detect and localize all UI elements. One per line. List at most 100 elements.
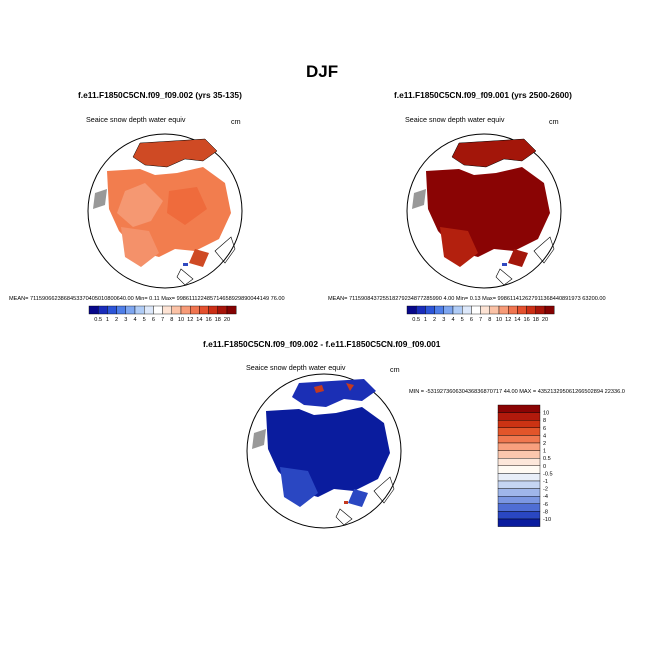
left-colorbar-label: 18 <box>215 317 221 323</box>
left-colorbar-swatch <box>144 305 154 315</box>
diff-colorbar-swatch <box>497 442 541 451</box>
left-colorbar-swatch <box>171 305 182 315</box>
right-colorbar-label: 2 <box>433 317 436 323</box>
right-colorbar-swatch <box>526 305 536 315</box>
right-variable-label: Seaice snow depth water equiv <box>405 115 505 124</box>
diff-colorbar-label: -2 <box>543 487 548 493</box>
diff-colorbar: 108 64 2 10.5 0-0.5 -1 -2-4 -6-8 -10 <box>497 404 553 527</box>
right-colorbar-label: 7 <box>479 317 482 323</box>
diff-colorbar-swatch <box>497 465 541 474</box>
left-colorbar-swatch <box>180 305 191 315</box>
diff-colorbar-swatch <box>497 427 541 436</box>
right-colorbar-label: 14 <box>514 317 520 323</box>
diff-colorbar-swatch <box>497 419 541 428</box>
diff-colorbar-label: -1 <box>543 479 548 485</box>
diff-colorbar-label: 1 <box>543 449 546 455</box>
diff-colorbar-swatch <box>497 518 541 527</box>
right-colorbar-label: 6 <box>470 317 473 323</box>
diff-polar-map <box>246 373 402 529</box>
right-colorbar-label: 4 <box>451 317 454 323</box>
right-colorbar-label: 5 <box>461 317 464 323</box>
right-colorbar-swatch <box>489 305 500 315</box>
diff-colorbar-swatch <box>497 458 541 467</box>
left-colorbar-label: 12 <box>187 317 193 323</box>
left-colorbar-swatch <box>217 305 228 315</box>
diff-colorbar-swatch <box>497 488 541 497</box>
left-colorbar-label: 8 <box>170 317 173 323</box>
right-colorbar-swatch <box>425 305 435 315</box>
left-colorbar-label: 14 <box>196 317 202 323</box>
right-colorbar-swatch <box>544 305 555 315</box>
left-panel-title: f.e11.F1850C5CN.f09_f09.002 (yrs 35-135) <box>78 90 242 100</box>
right-colorbar-label: 18 <box>533 317 539 323</box>
diff-colorbar-swatch <box>497 435 541 444</box>
left-colorbar-label: 2 <box>115 317 118 323</box>
diff-colorbar-swatch <box>497 404 541 413</box>
left-colorbar-label: 16 <box>205 317 211 323</box>
right-colorbar-label: 16 <box>523 317 529 323</box>
left-colorbar-swatch <box>107 305 117 315</box>
right-colorbar-swatch <box>452 305 463 315</box>
diff-colorbar-label: -6 <box>543 502 548 508</box>
right-colorbar-swatch <box>480 305 490 315</box>
right-colorbar-swatch <box>434 305 445 315</box>
right-colorbar-label: 10 <box>496 317 502 323</box>
left-colorbar-swatch <box>116 305 127 315</box>
right-colorbar-swatch <box>535 305 546 315</box>
left-colorbar-swatch <box>97 305 108 315</box>
diff-colorbar-swatch <box>497 412 541 421</box>
diff-colorbar-label: -10 <box>543 517 551 523</box>
left-colorbar-swatch <box>226 305 237 315</box>
left-colorbar-swatch <box>162 305 172 315</box>
left-colorbar-label: 10 <box>178 317 184 323</box>
right-colorbar-swatch <box>471 305 481 315</box>
diff-colorbar-label: -8 <box>543 509 548 515</box>
left-stats: MEAN= 7115906623868453370405010800640.00… <box>9 296 285 302</box>
diff-panel-title: f.e11.F1850C5CN.f09_f09.002 - f.e11.F185… <box>203 339 441 349</box>
right-colorbar: 0.5 1 2 3 4 5 6 7 8 10 12 14 16 18 20 <box>406 305 555 323</box>
diff-stats: MIN = -531927360630436836870717 44.00 MA… <box>409 389 625 395</box>
left-colorbar-swatch <box>153 305 163 315</box>
left-colorbar-swatch <box>189 305 200 315</box>
right-colorbar-swatch <box>498 305 509 315</box>
left-colorbar-label: 5 <box>143 317 146 323</box>
right-units-label: cm <box>549 117 559 126</box>
diff-colorbar-label: 6 <box>543 426 546 432</box>
right-colorbar-label: 1 <box>424 317 427 323</box>
right-polar-map <box>406 133 562 289</box>
left-colorbar-swatch <box>125 305 136 315</box>
left-colorbar-label: 6 <box>152 317 155 323</box>
right-panel-title: f.e11.F1850C5CN.f09_f09.001 (yrs 2500-26… <box>394 90 572 100</box>
diff-colorbar-swatch <box>497 480 541 489</box>
left-units-label: cm <box>231 117 241 126</box>
left-colorbar-label: 7 <box>161 317 164 323</box>
diff-variable-label: Seaice snow depth water equiv <box>246 363 346 372</box>
right-colorbar-swatch <box>507 305 518 315</box>
left-colorbar-swatch <box>199 305 209 315</box>
diff-colorbar-swatch <box>497 495 541 504</box>
right-colorbar-label: 3 <box>442 317 445 323</box>
left-polar-map <box>87 133 243 289</box>
right-colorbar-swatch <box>443 305 454 315</box>
right-colorbar-swatch <box>415 305 426 315</box>
diff-colorbar-label: 8 <box>543 418 546 424</box>
diff-colorbar-label: 2 <box>543 441 546 447</box>
left-colorbar-swatch <box>208 305 218 315</box>
right-colorbar-swatch <box>462 305 472 315</box>
right-colorbar-label: 12 <box>505 317 511 323</box>
right-colorbar-label: 8 <box>488 317 491 323</box>
right-colorbar-swatch <box>517 305 527 315</box>
left-colorbar-swatch <box>88 305 99 315</box>
left-variable-label: Seaice snow depth water equiv <box>86 115 186 124</box>
diff-colorbar-swatch <box>497 450 541 459</box>
diff-colorbar-swatch <box>497 473 541 482</box>
main-title: DJF <box>306 62 339 81</box>
diff-colorbar-label: -0.5 <box>543 471 553 477</box>
diff-colorbar-swatch <box>497 503 541 512</box>
diff-colorbar-label: -4 <box>543 494 548 500</box>
left-colorbar-label: 20 <box>224 317 230 323</box>
diff-colorbar-label: 10 <box>543 411 549 417</box>
left-colorbar-swatch <box>134 305 145 315</box>
diff-colorbar-label: 0.5 <box>543 456 551 462</box>
diff-units-label: cm <box>390 365 400 374</box>
